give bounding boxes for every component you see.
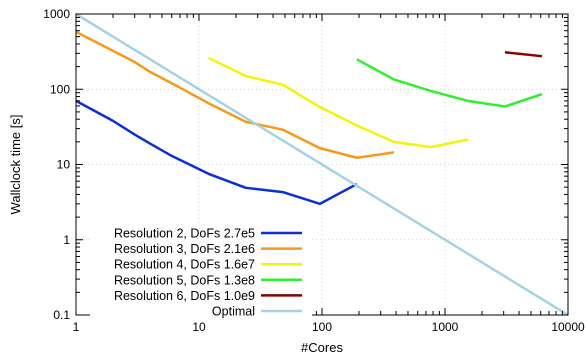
y-tick-label: 100 — [50, 82, 70, 96]
series-line-4 — [356, 58, 543, 108]
series-line-3 — [208, 56, 469, 149]
y-tick-label: 1000 — [43, 7, 70, 21]
x-tick-label: 100 — [312, 320, 332, 334]
x-axis-label: #Cores — [301, 340, 343, 355]
legend-label: Resolution 4, DoFs 1.6e7 — [114, 258, 255, 272]
legend-label: Resolution 3, DoFs 2.1e6 — [114, 242, 255, 256]
legend-label: Resolution 2, DoFs 2.7e5 — [114, 227, 255, 241]
x-tick-label: 10000 — [551, 320, 585, 334]
series-line-2 — [75, 30, 395, 159]
legend-label: Optimal — [212, 305, 255, 319]
y-tick-label: 1 — [63, 233, 70, 247]
x-tick-label: 1000 — [432, 320, 459, 334]
y-axis-label: Wallclock time [s] — [8, 115, 23, 215]
series-line-5 — [504, 51, 543, 58]
y-tick-label: 10 — [57, 158, 71, 172]
x-tick-label: 10 — [192, 320, 206, 334]
y-tick-label: 0.1 — [53, 308, 70, 322]
plot-series — [75, 12, 569, 317]
legend-background — [90, 224, 312, 322]
legend-label: Resolution 6, DoFs 1.0e9 — [114, 289, 255, 303]
series-line-6 — [75, 12, 569, 317]
x-tick-label: 1 — [73, 320, 80, 334]
legend-label: Resolution 5, DoFs 1.3e8 — [114, 273, 255, 287]
series-line-1 — [75, 99, 358, 206]
